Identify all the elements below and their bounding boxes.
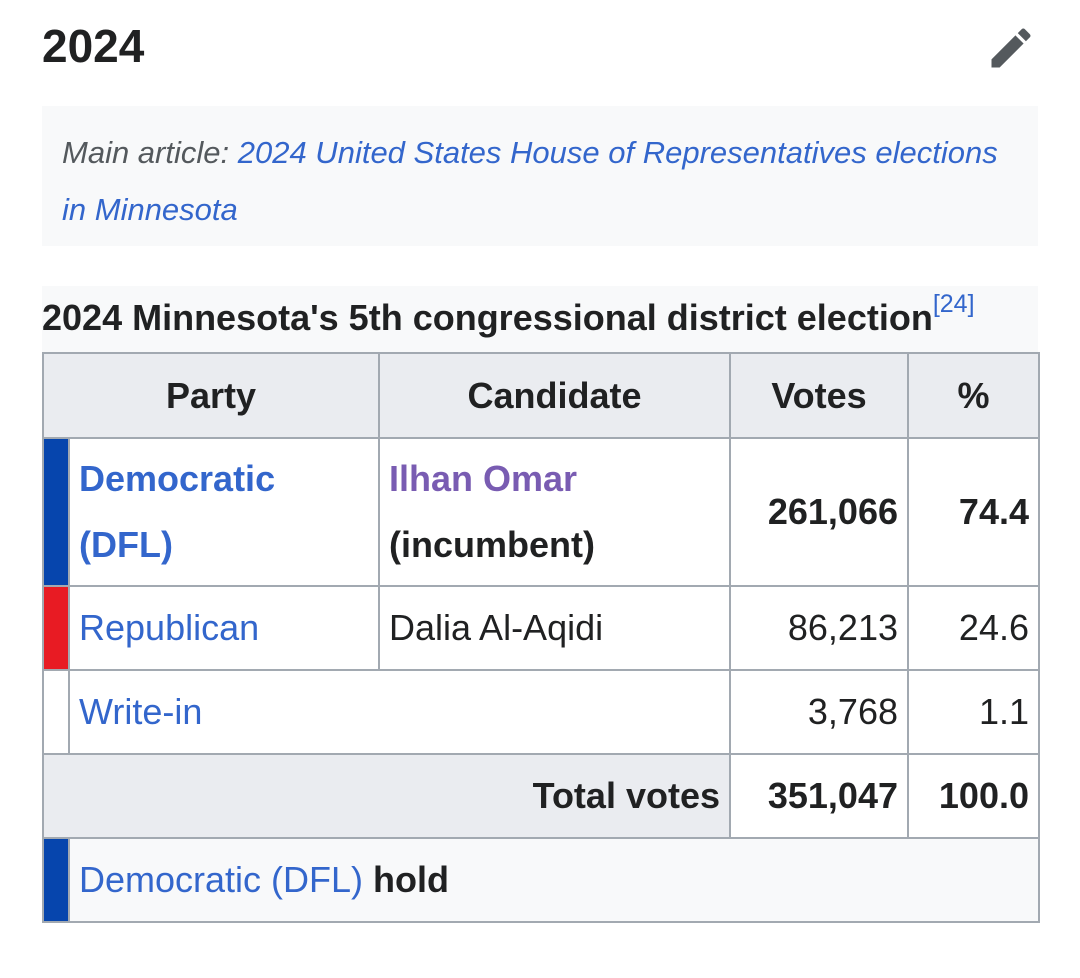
percent-cell: 74.4: [907, 437, 1040, 587]
party-link[interactable]: Write-in: [79, 691, 203, 732]
total-percent: 100.0: [907, 753, 1040, 839]
pencil-icon[interactable]: [985, 22, 1037, 74]
table-row: Democratic (DFL) Ilhan Omar (incumbent) …: [42, 437, 1040, 587]
party-cell: Republican: [68, 585, 380, 671]
party-link[interactable]: Democratic: [79, 458, 276, 499]
table-header-row: Party Candidate Votes %: [42, 352, 1040, 439]
table-row: Republican Dalia Al-Aqidi 86,213 24.6: [42, 585, 1040, 671]
reference-link[interactable]: [24]: [932, 290, 975, 318]
party-color-swatch: [42, 437, 70, 587]
main-article-link[interactable]: 2024 United States House of Representati…: [62, 135, 998, 227]
main-article-hatnote: Main article: 2024 United States House o…: [42, 106, 1038, 246]
header-percent: %: [907, 352, 1040, 439]
party-cell: Democratic (DFL): [68, 437, 380, 587]
party-color-swatch: [42, 669, 70, 755]
result-status: hold: [373, 859, 450, 900]
party-color-swatch: [42, 837, 70, 923]
header-candidate: Candidate: [378, 352, 731, 439]
percent-cell: 24.6: [907, 585, 1040, 671]
election-results-table: Party Candidate Votes % Democratic (DFL)…: [42, 352, 1040, 923]
table-row: Write-in 3,768 1.1: [42, 669, 1040, 755]
percent-cell: 1.1: [907, 669, 1040, 755]
result-cell: Democratic (DFL) hold: [68, 837, 1040, 923]
votes-cell: 3,768: [729, 669, 909, 755]
candidate-cell: Ilhan Omar (incumbent): [378, 437, 731, 587]
section-heading: 2024: [42, 20, 145, 72]
table-caption: 2024 Minnesota's 5th congressional distr…: [42, 292, 975, 344]
candidate-cell: Dalia Al-Aqidi: [378, 585, 731, 671]
header-votes: Votes: [729, 352, 909, 439]
incumbent-note: (incumbent): [389, 524, 595, 565]
caption-background: [42, 286, 1038, 352]
total-row: Total votes 351,047 100.0: [42, 753, 1040, 839]
votes-cell: 261,066: [729, 437, 909, 587]
votes-cell: 86,213: [729, 585, 909, 671]
candidate-link[interactable]: Ilhan Omar: [389, 458, 578, 499]
party-cell: Write-in: [68, 669, 731, 755]
total-label: Total votes: [42, 753, 731, 839]
header-party: Party: [42, 352, 380, 439]
party-link[interactable]: Republican: [79, 607, 260, 648]
total-votes: 351,047: [729, 753, 909, 839]
result-row: Democratic (DFL) hold: [42, 837, 1040, 923]
caption-text: 2024 Minnesota's 5th congressional distr…: [42, 297, 933, 338]
hatnote-prefix: Main article:: [62, 135, 238, 170]
result-party-link[interactable]: Democratic (DFL): [79, 859, 364, 900]
party-color-swatch: [42, 585, 70, 671]
party-link-suffix[interactable]: (DFL): [79, 524, 173, 565]
